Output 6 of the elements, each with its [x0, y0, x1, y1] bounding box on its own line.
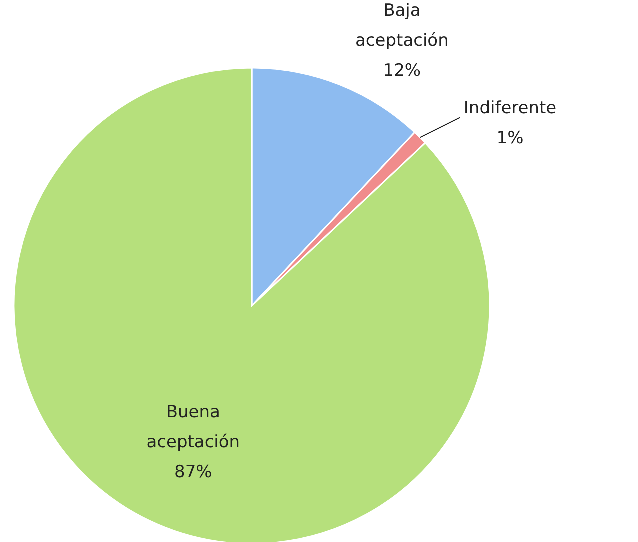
data-label: 12%	[383, 61, 422, 81]
slice-label: Indiferente	[464, 98, 557, 119]
data-label: 87%	[174, 462, 212, 482]
slice-label: Baja aceptación	[356, 1, 449, 51]
data-label: 1%	[496, 128, 524, 149]
slice-label: Buena aceptación	[146, 402, 240, 452]
